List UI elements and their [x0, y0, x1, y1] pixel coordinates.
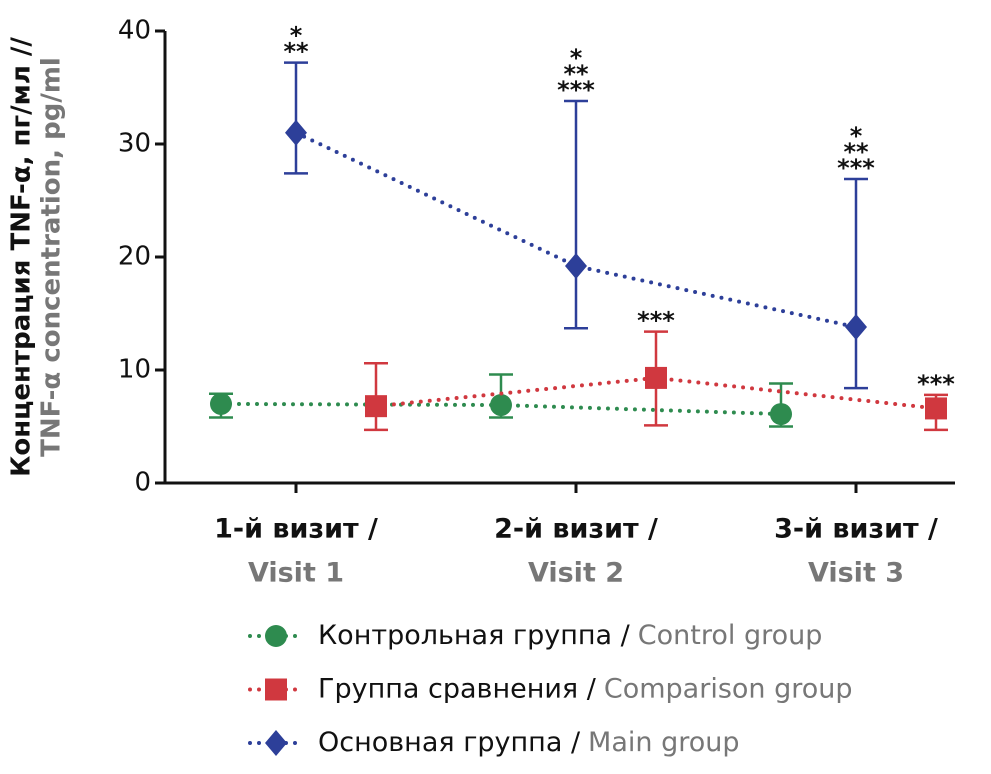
legend-marker [265, 730, 287, 756]
data-point [210, 392, 232, 415]
x-tick-label: 2-й визит / [494, 514, 658, 545]
significance-label: ** [283, 38, 309, 66]
error-bar [284, 61, 308, 175]
significance-label: *** [917, 370, 955, 398]
legend-label: Контрольная группа / Control group [318, 620, 822, 651]
significance-label: * [850, 122, 863, 150]
series-line [374, 375, 938, 411]
data-point [845, 314, 867, 341]
significance-label: *** [837, 154, 875, 182]
y-axis-label-en: TNF-α concentration, pg/ml [37, 57, 67, 457]
y-tick-label: 0 [134, 468, 151, 498]
legend-name-en: Comparison group [604, 673, 853, 704]
legend-name: Контрольная группа / [318, 620, 631, 651]
data-point [565, 253, 587, 280]
legend-name-en: Control group [638, 620, 823, 651]
data-point [925, 397, 947, 420]
data-point [365, 395, 387, 418]
data-point [645, 366, 667, 389]
significance-label: ** [563, 60, 589, 88]
legend-marker [265, 625, 287, 647]
significance-label: * [570, 44, 583, 72]
significance-label: *** [637, 307, 675, 335]
data-point [285, 119, 307, 146]
x-tick-label-en: Visit 1 [248, 558, 344, 589]
y-tick-label: 10 [118, 355, 151, 385]
x-tick-label-en: Visit 3 [808, 558, 904, 589]
legend-marker [265, 678, 287, 701]
significance-label: *** [557, 76, 595, 104]
legend-label: Основная группа / Main group [318, 727, 740, 758]
error-bar [564, 99, 588, 330]
x-tick-label: 3-й визит / [774, 514, 938, 545]
legend-name: Основная группа / [318, 727, 581, 758]
error-bar [844, 177, 868, 390]
legend-name: Группа сравнения / [318, 673, 597, 704]
significance-label: ** [843, 138, 869, 166]
x-tick-label-en: Visit 2 [528, 558, 624, 589]
legend-label: Группа сравнения / Comparison group [318, 673, 853, 704]
y-tick-label: 20 [118, 242, 151, 272]
significance-label: * [290, 22, 303, 50]
data-point [770, 403, 792, 426]
y-tick-label: 30 [118, 129, 151, 159]
x-tick-label: 1-й визит / [214, 514, 378, 545]
data-point [490, 394, 512, 417]
y-axis-label: Концентрация TNF-α, пг/мл // [7, 37, 37, 477]
y-tick-label: 40 [118, 16, 151, 46]
legend-name-en: Main group [588, 727, 739, 758]
